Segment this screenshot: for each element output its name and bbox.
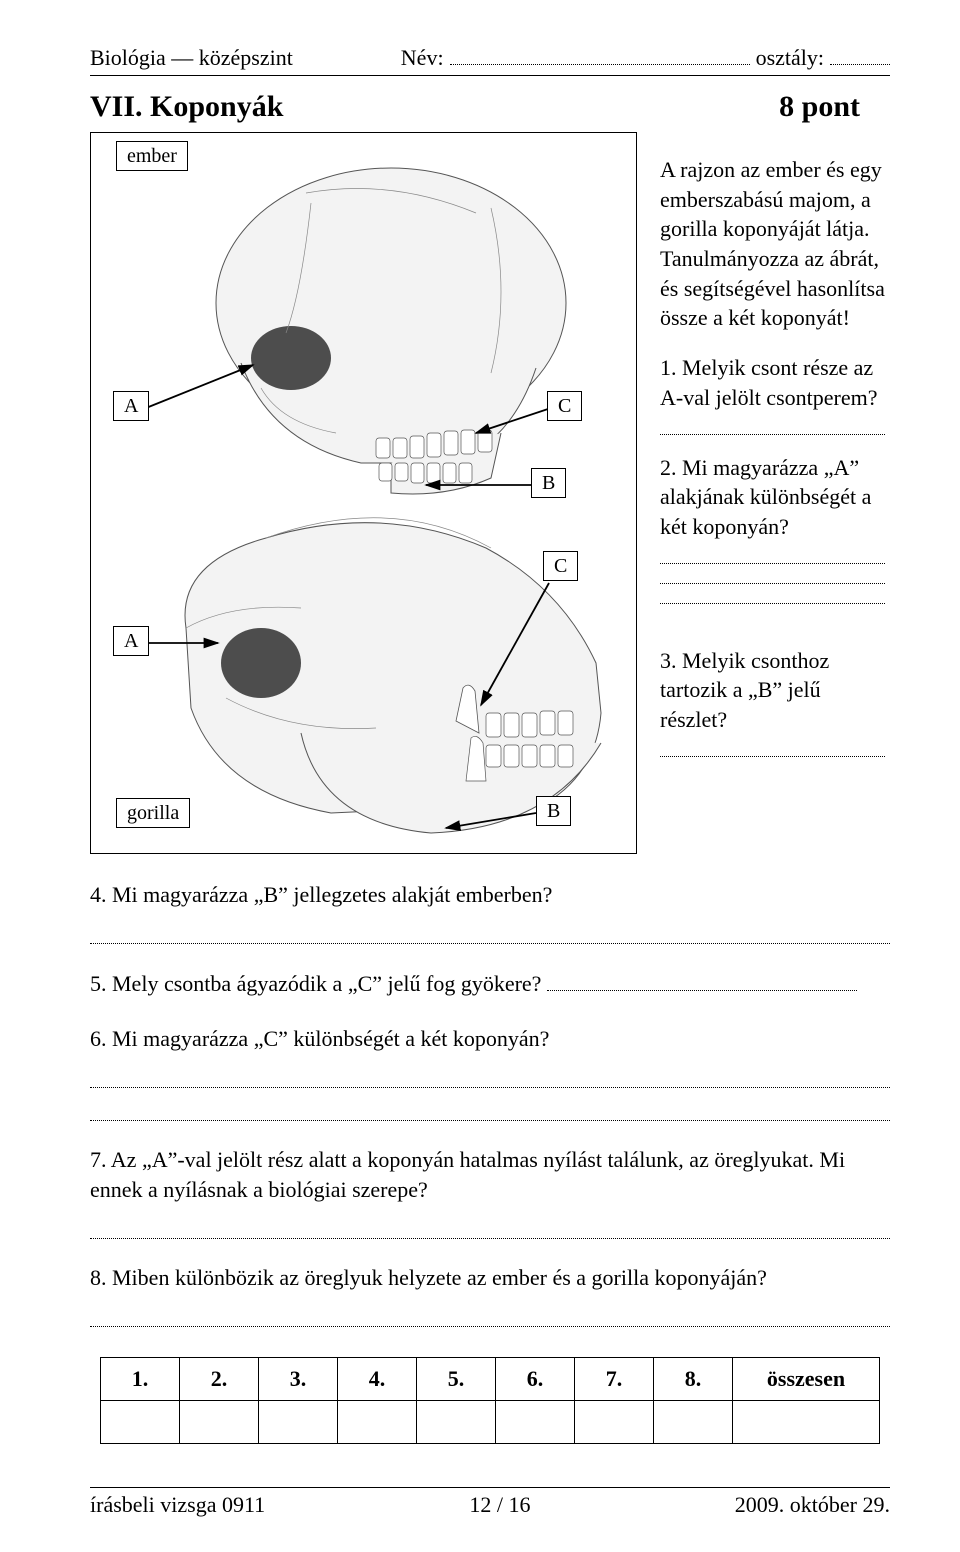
question-7: 7. Az „A”-val jelölt rész alatt a kopony… [90, 1145, 890, 1207]
score-cell[interactable] [338, 1400, 417, 1443]
question-1: 1. Melyik csont része az A-val jelölt cs… [660, 353, 885, 412]
answer-line-q8[interactable] [90, 1304, 890, 1327]
class-label: osztály: [756, 45, 824, 71]
score-cell[interactable] [575, 1400, 654, 1443]
question-4: 4. Mi magyarázza „B” jellegzetes alakját… [90, 880, 890, 911]
header-rule [90, 75, 890, 76]
score-col-2: 2. [180, 1357, 259, 1400]
label-gorilla: gorilla [116, 798, 190, 828]
name-field[interactable] [450, 40, 750, 65]
score-value-row [101, 1400, 880, 1443]
score-cell[interactable] [417, 1400, 496, 1443]
label-A-human: A [113, 391, 149, 421]
score-col-3: 3. [259, 1357, 338, 1400]
question-8: 8. Miben különbözik az öreglyuk helyzete… [90, 1263, 890, 1294]
answer-line-q6a[interactable] [90, 1065, 890, 1088]
question-6: 6. Mi magyarázza „C” különbségét a két k… [90, 1024, 890, 1055]
score-cell[interactable] [496, 1400, 575, 1443]
question-4-block: 4. Mi magyarázza „B” jellegzetes alakját… [90, 880, 890, 944]
section-points: 8 pont [779, 90, 890, 124]
intro-text: A rajzon az ember és egy emberszabású ma… [660, 155, 885, 333]
score-col-5: 5. [417, 1357, 496, 1400]
class-field[interactable] [830, 40, 890, 65]
human-skull-icon [216, 168, 566, 494]
score-cell[interactable] [733, 1400, 880, 1443]
label-B-human: B [531, 468, 566, 498]
score-table: 1. 2. 3. 4. 5. 6. 7. 8. összesen [100, 1357, 880, 1444]
answer-line-q6b[interactable] [90, 1098, 890, 1121]
score-cell[interactable] [180, 1400, 259, 1443]
label-C-human: C [547, 391, 582, 421]
question-2: 2. Mi magyarázza „A” alakjának különbség… [660, 453, 885, 542]
question-7-block: 7. Az „A”-val jelölt rész alatt a kopony… [90, 1145, 890, 1240]
answer-line-q3[interactable] [660, 755, 885, 757]
footer-left: írásbeli vizsga 0911 [90, 1492, 265, 1518]
score-cell[interactable] [654, 1400, 733, 1443]
section-title-row: VII. Koponyák 8 pont [90, 90, 890, 124]
question-8-block: 8. Miben különbözik az öreglyuk helyzete… [90, 1263, 890, 1327]
question-6-block: 6. Mi magyarázza „C” különbségét a két k… [90, 1024, 890, 1121]
footer-right: 2009. október 29. [735, 1492, 890, 1518]
name-label: Név: [401, 45, 444, 71]
question-5: 5. Mely csontba ágyazódik a „C” jelű fog… [90, 971, 541, 996]
score-col-4: 4. [338, 1357, 417, 1400]
answer-line-q4[interactable] [90, 921, 890, 944]
question-3: 3. Melyik csonthoz tartozik a „B” jelű r… [660, 646, 885, 735]
score-cell[interactable] [259, 1400, 338, 1443]
score-col-total: összesen [733, 1357, 880, 1400]
label-ember: ember [116, 141, 188, 171]
answer-line-q2a[interactable] [660, 562, 885, 564]
label-A-gorilla: A [113, 626, 149, 656]
subject-title: Biológia — középszint [90, 45, 293, 71]
page-header: Biológia — középszint Név: osztály: [90, 40, 890, 71]
score-col-1: 1. [101, 1357, 180, 1400]
side-questions: A rajzon az ember és egy emberszabású ma… [660, 155, 885, 775]
question-5-block: 5. Mely csontba ágyazódik a „C” jelű fog… [90, 968, 890, 1000]
score-header-row: 1. 2. 3. 4. 5. 6. 7. 8. összesen [101, 1357, 880, 1400]
skull-figure: ember A B C A C gorilla B [90, 132, 637, 854]
answer-line-q5[interactable] [547, 968, 857, 991]
label-C-gorilla: C [543, 551, 578, 581]
answer-line-q2c[interactable] [660, 602, 885, 604]
gorilla-skull-icon [185, 518, 601, 833]
label-B-gorilla: B [536, 796, 571, 826]
score-col-8: 8. [654, 1357, 733, 1400]
score-cell[interactable] [101, 1400, 180, 1443]
answer-line-q7[interactable] [90, 1216, 890, 1239]
section-title: VII. Koponyák [90, 90, 779, 124]
score-col-6: 6. [496, 1357, 575, 1400]
footer-center: 12 / 16 [469, 1492, 530, 1518]
answer-line-q1[interactable] [660, 433, 885, 435]
page-footer: írásbeli vizsga 0911 12 / 16 2009. októb… [90, 1487, 890, 1518]
answer-line-q2b[interactable] [660, 582, 885, 584]
score-col-7: 7. [575, 1357, 654, 1400]
